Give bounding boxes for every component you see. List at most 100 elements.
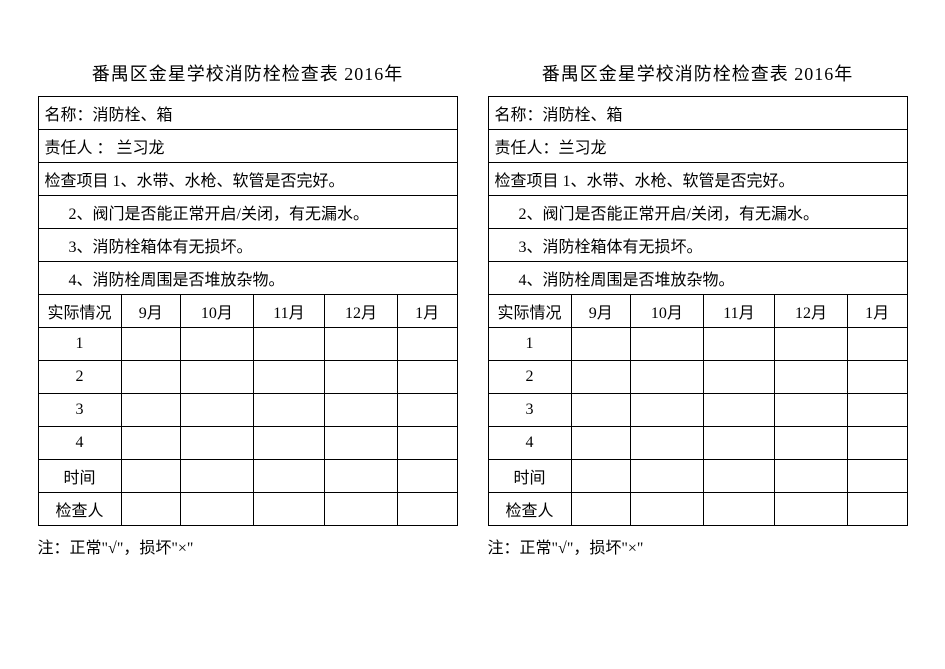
person-row: 责任人：兰习龙 xyxy=(488,130,907,163)
cell xyxy=(703,328,775,361)
month-header: 12月 xyxy=(775,295,848,328)
cell xyxy=(397,394,457,427)
check-header: 检查项目 1、水带、水枪、软管是否完好。 xyxy=(38,163,457,196)
cell xyxy=(703,427,775,460)
check-item: 3、消防栓箱体有无损坏。 xyxy=(488,229,907,262)
cell xyxy=(325,427,398,460)
check-item: 4、消防栓周围是否堆放杂物。 xyxy=(38,262,457,295)
cell xyxy=(571,460,631,493)
cell xyxy=(253,361,325,394)
status-header: 实际情况 xyxy=(488,295,571,328)
cell xyxy=(121,460,181,493)
cell xyxy=(631,361,704,394)
cell xyxy=(325,460,398,493)
row-label: 4 xyxy=(38,427,121,460)
cell xyxy=(847,427,907,460)
person-row: 责任人 ： 兰习龙 xyxy=(38,130,457,163)
cell xyxy=(181,394,254,427)
cell xyxy=(397,460,457,493)
month-header: 11月 xyxy=(253,295,325,328)
cell xyxy=(775,361,848,394)
check-item: 2、阀门是否能正常开启/关闭，有无漏水。 xyxy=(38,196,457,229)
cell xyxy=(571,328,631,361)
check-header: 检查项目 1、水带、水枪、软管是否完好。 xyxy=(488,163,907,196)
cell xyxy=(775,394,848,427)
cell xyxy=(181,328,254,361)
cell xyxy=(571,394,631,427)
cell xyxy=(253,460,325,493)
cell xyxy=(703,493,775,526)
name-row: 名称：消防栓、箱 xyxy=(488,97,907,130)
cell xyxy=(571,493,631,526)
inspection-table: 名称：消防栓、箱 责任人：兰习龙 检查项目 1、水带、水枪、软管是否完好。 2、… xyxy=(488,96,908,526)
cell xyxy=(397,361,457,394)
cell xyxy=(571,361,631,394)
row-label: 时间 xyxy=(38,460,121,493)
month-header: 11月 xyxy=(703,295,775,328)
cell xyxy=(181,427,254,460)
check-item: 3、消防栓箱体有无损坏。 xyxy=(38,229,457,262)
cell xyxy=(631,328,704,361)
cell xyxy=(253,427,325,460)
page-container: 番禺区金星学校消防栓检查表 2016年 名称：消防栓、箱 责任人 ： 兰习龙 检… xyxy=(0,0,945,558)
row-label: 2 xyxy=(38,361,121,394)
row-label: 3 xyxy=(488,394,571,427)
cell xyxy=(631,394,704,427)
status-header: 实际情况 xyxy=(38,295,121,328)
cell xyxy=(325,361,398,394)
cell xyxy=(397,493,457,526)
month-header: 9月 xyxy=(121,295,181,328)
row-label: 3 xyxy=(38,394,121,427)
note: 注：正常"√"，损坏"×" xyxy=(38,534,458,558)
inspection-form-right: 番禺区金星学校消防栓检查表 2016年 名称：消防栓、箱 责任人：兰习龙 检查项… xyxy=(488,60,908,558)
cell xyxy=(775,427,848,460)
check-item: 2、阀门是否能正常开启/关闭，有无漏水。 xyxy=(488,196,907,229)
cell xyxy=(253,493,325,526)
cell xyxy=(847,361,907,394)
month-header: 9月 xyxy=(571,295,631,328)
cell xyxy=(181,493,254,526)
form-title: 番禺区金星学校消防栓检查表 2016年 xyxy=(488,60,908,86)
check-item: 4、消防栓周围是否堆放杂物。 xyxy=(488,262,907,295)
month-header: 10月 xyxy=(181,295,254,328)
note: 注：正常"√"，损坏"×" xyxy=(488,534,908,558)
row-label: 4 xyxy=(488,427,571,460)
cell xyxy=(121,427,181,460)
cell xyxy=(325,394,398,427)
cell xyxy=(121,394,181,427)
cell xyxy=(571,427,631,460)
cell xyxy=(631,493,704,526)
row-label: 检查人 xyxy=(488,493,571,526)
cell xyxy=(121,493,181,526)
cell xyxy=(703,394,775,427)
cell xyxy=(121,328,181,361)
row-label: 时间 xyxy=(488,460,571,493)
cell xyxy=(631,460,704,493)
inspection-table: 名称：消防栓、箱 责任人 ： 兰习龙 检查项目 1、水带、水枪、软管是否完好。 … xyxy=(38,96,458,526)
cell xyxy=(253,328,325,361)
cell xyxy=(775,328,848,361)
cell xyxy=(181,361,254,394)
cell xyxy=(847,493,907,526)
cell xyxy=(325,493,398,526)
cell xyxy=(325,328,398,361)
cell xyxy=(253,394,325,427)
cell xyxy=(847,328,907,361)
month-header: 12月 xyxy=(325,295,398,328)
month-header: 1月 xyxy=(397,295,457,328)
month-header: 1月 xyxy=(847,295,907,328)
cell xyxy=(703,361,775,394)
cell xyxy=(121,361,181,394)
row-label: 检查人 xyxy=(38,493,121,526)
cell xyxy=(397,427,457,460)
cell xyxy=(847,394,907,427)
row-label: 2 xyxy=(488,361,571,394)
row-label: 1 xyxy=(488,328,571,361)
cell xyxy=(775,460,848,493)
name-row: 名称：消防栓、箱 xyxy=(38,97,457,130)
cell xyxy=(181,460,254,493)
cell xyxy=(631,427,704,460)
cell xyxy=(703,460,775,493)
cell xyxy=(775,493,848,526)
month-header: 10月 xyxy=(631,295,704,328)
